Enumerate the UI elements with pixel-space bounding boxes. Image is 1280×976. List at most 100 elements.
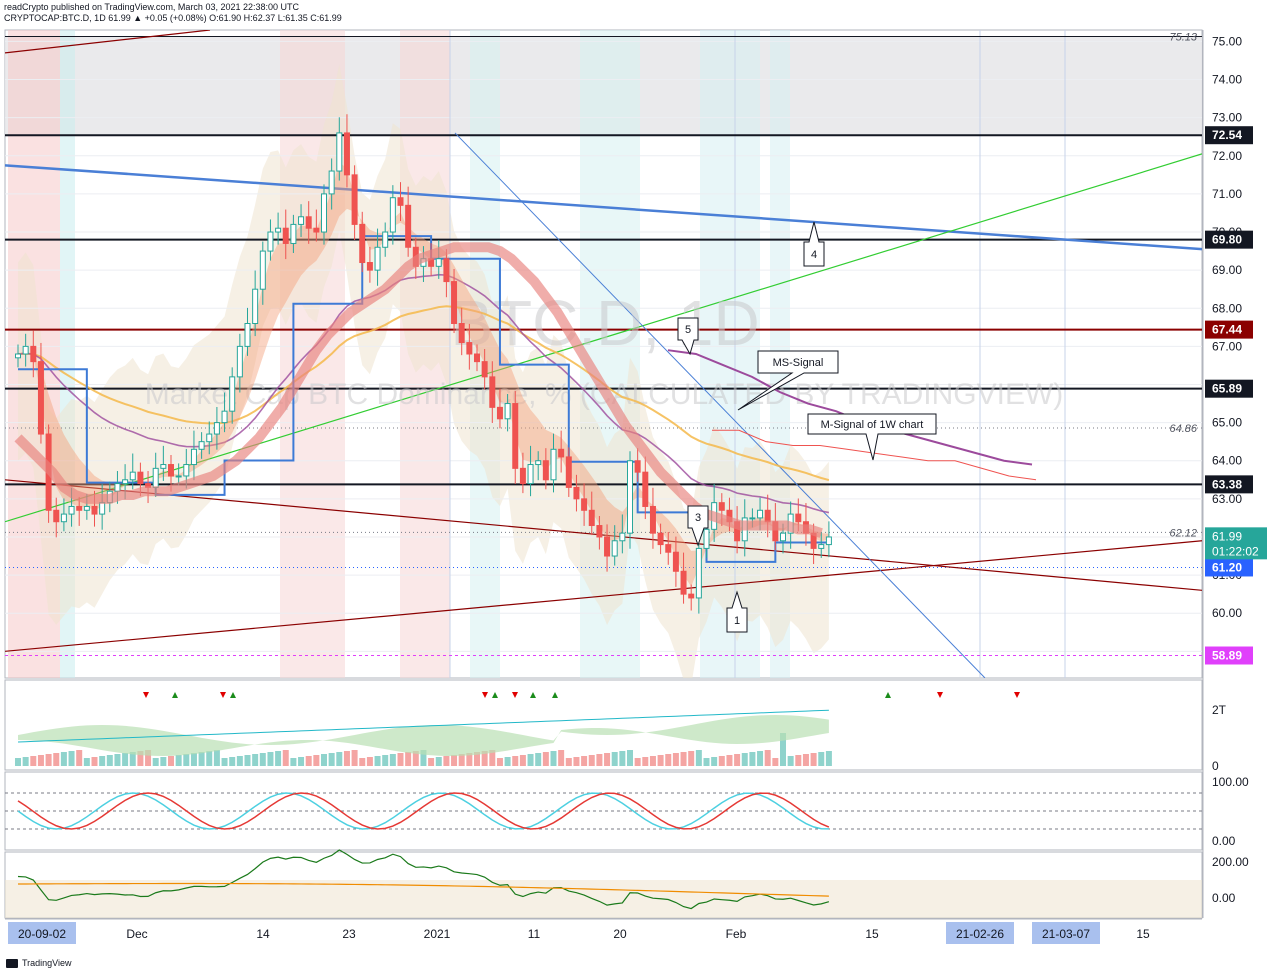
wave-1-callout-text: 1 [734,615,740,627]
x-tick-label: 2021 [424,927,451,941]
y-tick-label: 73.00 [1212,111,1242,125]
volume-y-tick: 0 [1212,759,1219,773]
volume-bar [68,751,75,766]
volume-bar [588,755,595,766]
stoch-k-line [17,792,829,830]
stoch-y-tick: 100.00 [1212,775,1249,789]
signal-triangle-icon [552,692,558,698]
x-tick-label: 15 [865,927,879,941]
signal-triangle-icon [172,692,178,698]
candle-body [627,460,633,534]
volume-bar [649,756,656,766]
volume-bar [749,752,756,766]
volume-bar [53,753,60,766]
volume-bar [305,756,312,766]
candle-body [183,464,190,477]
volume-bar [382,755,389,766]
volume-bar [99,756,106,766]
candle-body [213,422,220,435]
volume-bar [190,753,197,766]
volume-bar [45,754,52,766]
wave-1-callout-box [726,590,748,633]
m-signal-band [14,242,823,538]
volume-bar [76,750,83,766]
volume-bar [581,756,588,766]
volume-bar [550,751,557,766]
level-badge [1205,646,1253,665]
x-tick-label: 11 [528,927,541,941]
level-badge-label: 61.20 [1212,560,1242,574]
candle-body [825,536,832,546]
candle-body [443,258,450,283]
volume-bar [91,757,98,766]
candle-body [359,223,366,264]
candle-body [366,262,373,271]
candle-body [672,551,679,572]
volume-bar [672,753,679,766]
volume-bar [290,758,297,766]
x-tick-label: 21-02-26 [956,927,1004,941]
cci-signal-line [17,882,829,897]
candle-body [435,258,442,267]
x-tick-label: 15 [1136,927,1150,941]
candle-body [634,460,641,473]
volume-bar [527,754,534,766]
volume-bar [351,750,358,766]
volume-bar [252,754,259,766]
wave-5-callout-text: 5 [685,324,691,336]
x-tick-label: Dec [126,927,147,941]
ms-signal-callout-box [737,350,839,411]
volume-bar [764,750,771,766]
candle-body [53,509,60,523]
volume-bar [596,754,603,766]
volume-bar [810,753,817,766]
volume-bar [106,755,113,766]
candle-body [405,204,412,248]
volume-bar [412,751,419,766]
x-tick-label: 20 [613,927,627,941]
x-tick-label: 23 [342,927,356,941]
candle-body [206,433,213,443]
volume-bar [15,758,21,766]
volume-bar [244,755,251,766]
candle-body [267,231,274,252]
candle-body [60,513,67,523]
y-tick-label: 74.00 [1212,73,1242,87]
candle-body [596,525,603,538]
candle-body [657,532,664,546]
signal-triangle-icon [492,692,498,698]
volume-bar [734,754,741,766]
candle-body [152,467,159,488]
candle-body [83,505,90,511]
level-label: 75.13 [1169,31,1197,43]
volume-bar [665,754,672,766]
candle-body [229,376,236,412]
volume-bar [611,752,618,766]
level-badge-label: 72.54 [1212,128,1242,142]
volume-bar [741,753,748,766]
volume-bar [558,750,565,766]
volume-y-tick: 2T [1212,703,1227,717]
signal-triangle-icon [530,692,536,698]
candle-body [512,403,519,469]
volume-bar [680,752,687,766]
volume-bar [703,758,710,766]
volume-bar [137,751,144,766]
y-tick-label: 71.00 [1212,187,1242,201]
candle-body [290,223,297,244]
last-price-badge [1205,527,1267,560]
cci-line [17,849,830,910]
volume-bar [458,754,465,766]
candle-body [642,471,649,507]
candle-body [99,502,106,515]
volume-bar [298,757,305,766]
y-tick-label: 75.00 [1212,34,1242,48]
candle-body [496,406,503,420]
level-badge-label: 69.80 [1212,233,1242,247]
candle-body [757,509,764,519]
signal-triangle-icon [1014,692,1020,698]
candle-body [535,460,542,466]
footer-brand: TradingView [22,958,72,968]
volume-bar [451,755,458,766]
